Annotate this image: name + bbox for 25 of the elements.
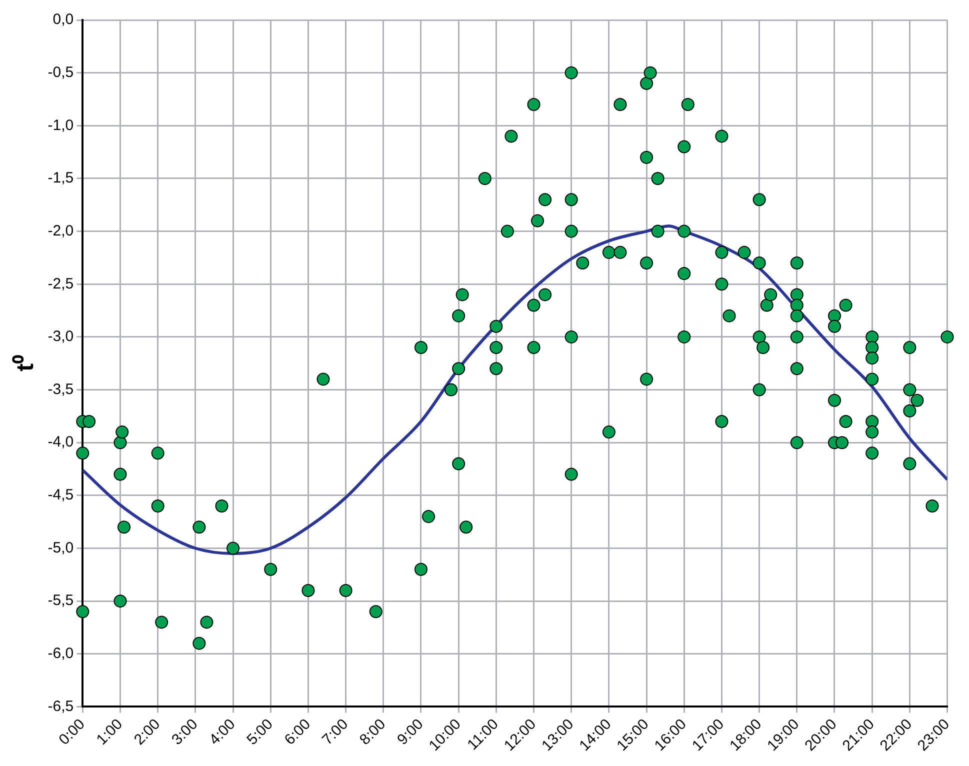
y-tick-label: -6,5 (48, 698, 74, 715)
x-tick-label: 9:00 (394, 716, 427, 748)
x-tick-label: 3:00 (168, 716, 202, 748)
x-tick-label: 6:00 (281, 716, 314, 748)
y-tick-label: -1,5 (48, 170, 74, 187)
y-axis-title: t⁰ (12, 354, 40, 372)
x-tick-label: 8:00 (356, 716, 390, 748)
y-tick-label: -6,0 (48, 645, 74, 662)
x-tick-label: 2:00 (130, 716, 164, 748)
x-tick-label: 1:00 (93, 716, 126, 748)
x-tick-label: 7:00 (318, 716, 352, 748)
y-tick-label: -2,5 (48, 275, 74, 292)
y-tick-label: -3,0 (48, 328, 74, 346)
y-tick-label: -4,0 (48, 434, 74, 451)
y-tick-label: 0,0 (52, 11, 74, 28)
x-tick-label: 0:00 (56, 716, 88, 748)
x-tick-label: 5:00 (244, 716, 276, 748)
y-tick-label: -4,5 (48, 486, 74, 504)
x-tick-label: 4:00 (206, 716, 239, 748)
y-tick-label: -2,0 (48, 222, 74, 240)
y-tick-label: -0,5 (48, 64, 74, 81)
y-tick-label: -5,0 (48, 539, 74, 556)
y-tick-label: -1,0 (48, 116, 74, 134)
y-tick-label: -3,5 (48, 380, 74, 398)
y-tick-label: -5,5 (48, 592, 74, 610)
